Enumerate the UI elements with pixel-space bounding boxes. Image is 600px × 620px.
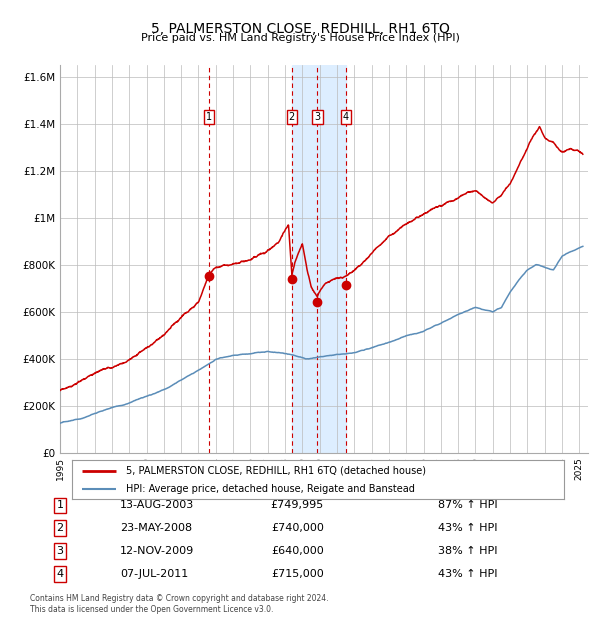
Text: 5, PALMERSTON CLOSE, REDHILL, RH1 6TQ (detached house): 5, PALMERSTON CLOSE, REDHILL, RH1 6TQ (d… [126, 466, 426, 476]
Text: 38% ↑ HPI: 38% ↑ HPI [438, 546, 497, 556]
Text: 23-MAY-2008: 23-MAY-2008 [120, 523, 192, 533]
Text: 87% ↑ HPI: 87% ↑ HPI [438, 500, 497, 510]
Text: This data is licensed under the Open Government Licence v3.0.: This data is licensed under the Open Gov… [30, 604, 274, 614]
Text: £640,000: £640,000 [271, 546, 324, 556]
Text: Price paid vs. HM Land Registry's House Price Index (HPI): Price paid vs. HM Land Registry's House … [140, 33, 460, 43]
Text: 1: 1 [206, 112, 212, 122]
Text: 4: 4 [56, 569, 64, 579]
Text: 07-JUL-2011: 07-JUL-2011 [120, 569, 188, 579]
Text: 13-AUG-2003: 13-AUG-2003 [120, 500, 194, 510]
Bar [292, 65, 346, 453]
Text: 43% ↑ HPI: 43% ↑ HPI [438, 523, 497, 533]
Text: 12-NOV-2009: 12-NOV-2009 [120, 546, 194, 556]
Text: 1: 1 [56, 500, 64, 510]
Text: £749,995: £749,995 [271, 500, 324, 510]
Text: HPI: Average price, detached house, Reigate and Banstead: HPI: Average price, detached house, Reig… [126, 484, 415, 494]
Text: £715,000: £715,000 [271, 569, 324, 579]
Text: 3: 3 [314, 112, 320, 122]
Text: 2: 2 [56, 523, 64, 533]
Text: £740,000: £740,000 [271, 523, 324, 533]
Text: 5, PALMERSTON CLOSE, REDHILL, RH1 6TQ: 5, PALMERSTON CLOSE, REDHILL, RH1 6TQ [151, 22, 449, 36]
Text: 3: 3 [56, 546, 64, 556]
Text: Contains HM Land Registry data © Crown copyright and database right 2024.: Contains HM Land Registry data © Crown c… [30, 593, 329, 603]
Text: 4: 4 [343, 112, 349, 122]
Text: 43% ↑ HPI: 43% ↑ HPI [438, 569, 497, 579]
Text: 2: 2 [289, 112, 295, 122]
